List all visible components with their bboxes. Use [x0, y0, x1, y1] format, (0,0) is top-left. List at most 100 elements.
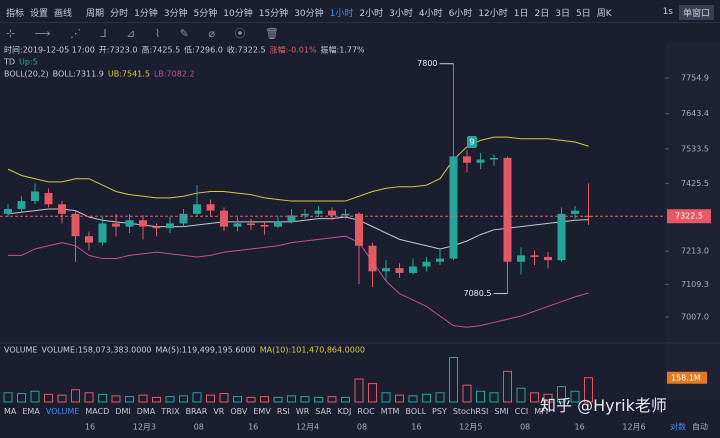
candle-body: [368, 245, 377, 272]
period-button[interactable]: 5日: [575, 8, 591, 19]
volume-bar: [543, 393, 553, 403]
indicator-tab[interactable]: MFI: [534, 406, 549, 416]
indicator-tab[interactable]: VOLUME: [45, 406, 80, 416]
x-tick-label: 16: [248, 423, 258, 432]
volume-bar: [570, 390, 580, 403]
candle-body: [98, 223, 107, 243]
info-text: MA(5):119,499,195.6000: [156, 346, 256, 355]
indicator-tab[interactable]: DMI: [115, 406, 131, 416]
candle-body: [409, 266, 417, 273]
x-tick-label: 08: [520, 423, 530, 432]
indicator-tab[interactable]: KDJ: [337, 406, 352, 416]
period-button[interactable]: 2小时: [359, 8, 384, 19]
candle-body: [544, 256, 552, 261]
candle-body: [314, 210, 323, 214]
watermark: 知乎 @Hyrik老师: [540, 396, 667, 415]
candle-body: [233, 223, 242, 227]
period-button[interactable]: 3分钟: [163, 8, 188, 19]
info-text: Up:5: [19, 58, 38, 67]
drawing-tools: ⊹ ⟶ ⋰ ⅃ ⊿ ⌇ ✎ ⌀ ⦿ 🗑: [6, 27, 287, 40]
candle-body: [557, 213, 566, 261]
boll-line: [7, 208, 589, 250]
indicator-tab[interactable]: CCI: [514, 406, 529, 416]
volume-bar: [165, 396, 175, 403]
y-tick-label: 7213.0: [681, 247, 709, 256]
indicator-tab[interactable]: PSY: [432, 406, 447, 416]
indicator-tab[interactable]: MACD: [85, 406, 110, 416]
volume-bar: [314, 396, 323, 403]
indicator-tab[interactable]: OBV: [230, 406, 248, 416]
volume-bar: [287, 395, 296, 403]
period-button[interactable]: 分时: [110, 8, 129, 19]
indicator-tab[interactable]: WR: [295, 406, 310, 416]
tool-button[interactable]: 设置: [30, 8, 49, 19]
info-text: MA(10):101,470,864.0000: [260, 346, 365, 355]
volume-bar: [327, 396, 337, 403]
period-button[interactable]: 2日: [534, 8, 550, 19]
speed[interactable]: 1s: [662, 7, 673, 17]
volume-bar: [260, 396, 269, 403]
annotation-label: 7800: [417, 59, 437, 68]
period-button[interactable]: 5分钟: [193, 8, 218, 19]
tool-button[interactable]: 画线: [54, 8, 73, 19]
volume-bar: [44, 393, 53, 403]
candle-body: [4, 209, 12, 214]
last-price-box: [667, 209, 711, 224]
period-button[interactable]: 周K: [596, 8, 612, 19]
period-button[interactable]: 10分钟: [223, 8, 253, 19]
indicator-tab[interactable]: MA: [4, 406, 17, 416]
indicator-tab[interactable]: RSI: [276, 406, 290, 416]
window-button[interactable]: 单窗口: [678, 4, 714, 20]
indicator-tab[interactable]: MTM: [380, 406, 400, 416]
period-button[interactable]: 30分钟: [294, 8, 324, 19]
volume-bar: [206, 394, 215, 403]
period-button[interactable]: 6小时: [448, 8, 473, 19]
y-tick-label: 7109.3: [681, 280, 709, 289]
period-button[interactable]: 1分钟: [134, 8, 158, 19]
volume-bar: [354, 378, 364, 403]
x-tick-label: 16: [85, 423, 95, 432]
info-text: UB:7541.5: [108, 70, 150, 79]
x-tick-label: 08: [194, 423, 204, 432]
candle-body: [422, 261, 431, 267]
candle-body: [260, 225, 269, 227]
period-button[interactable]: 15分钟: [258, 8, 289, 19]
info-text: 时间:2019-12-05 17:00: [4, 45, 95, 55]
annotation-label: 7080.5: [464, 289, 492, 298]
candle-body: [152, 226, 161, 229]
indicator-tab[interactable]: VR: [213, 406, 225, 416]
volume-bar: [341, 396, 350, 403]
indicator-tab[interactable]: SAR: [315, 406, 332, 416]
info-text: 涨幅:-0.01%: [270, 45, 317, 55]
indicator-tab[interactable]: EMV: [253, 406, 271, 416]
x-tick-label: 16: [575, 423, 585, 432]
indicator-tab[interactable]: EMA: [22, 406, 40, 416]
period-button[interactable]: 1小时: [329, 8, 354, 19]
y-tick-label: 7643.4: [681, 109, 709, 118]
indicator-tab[interactable]: StochRSI: [452, 406, 489, 416]
indicator-tab[interactable]: BOLL: [405, 406, 427, 416]
volume-bar: [462, 384, 472, 403]
indicator-tab[interactable]: SMI: [494, 406, 509, 416]
period-button[interactable]: 3日: [555, 8, 570, 19]
volume-bar: [368, 383, 377, 403]
boll-line: [8, 235, 589, 328]
tool-button[interactable]: 指标: [6, 8, 25, 19]
volume-label: 158.1M: [671, 373, 701, 382]
indicator-tab[interactable]: BRAR: [185, 406, 208, 416]
period-button[interactable]: 12小时: [478, 8, 508, 19]
period-button[interactable]: 4小时: [418, 8, 443, 19]
candle-body: [247, 223, 255, 226]
candle-body: [382, 268, 390, 272]
volume-bar: [98, 393, 107, 403]
period-button[interactable]: 1日: [513, 8, 529, 19]
volume-bar: [125, 396, 134, 403]
candle-body: [287, 215, 296, 222]
info-text: VOLUME: [4, 346, 38, 355]
indicator-tab[interactable]: ROC: [357, 406, 375, 416]
candle-body: [301, 213, 309, 216]
x-tick-label: 16: [411, 423, 421, 432]
indicator-tab[interactable]: DMA: [136, 406, 156, 416]
period-button[interactable]: 3小时: [389, 8, 413, 19]
indicator-tab[interactable]: TRIX: [161, 406, 180, 416]
